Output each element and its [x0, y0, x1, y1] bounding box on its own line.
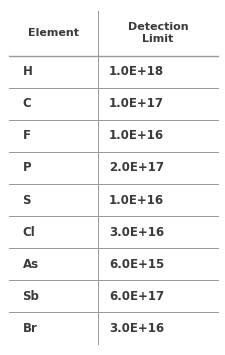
- Text: 1.0E+16: 1.0E+16: [109, 129, 164, 142]
- Text: Element: Element: [28, 28, 79, 38]
- Text: H: H: [22, 65, 32, 78]
- Text: 1.0E+17: 1.0E+17: [109, 97, 164, 110]
- Text: 6.0E+15: 6.0E+15: [109, 258, 164, 271]
- Text: Detection
Limit: Detection Limit: [128, 22, 188, 44]
- Text: 1.0E+18: 1.0E+18: [109, 65, 164, 78]
- Text: P: P: [22, 162, 31, 174]
- Text: As: As: [22, 258, 39, 271]
- Text: Br: Br: [22, 322, 37, 335]
- Text: C: C: [22, 97, 31, 110]
- Text: 2.0E+17: 2.0E+17: [109, 162, 164, 174]
- Text: Sb: Sb: [22, 290, 39, 303]
- Text: 3.0E+16: 3.0E+16: [109, 225, 164, 239]
- Text: F: F: [22, 129, 31, 142]
- Text: 3.0E+16: 3.0E+16: [109, 322, 164, 335]
- Text: S: S: [22, 193, 31, 207]
- Text: 1.0E+16: 1.0E+16: [109, 193, 164, 207]
- Text: Cl: Cl: [22, 225, 35, 239]
- Text: 6.0E+17: 6.0E+17: [109, 290, 164, 303]
